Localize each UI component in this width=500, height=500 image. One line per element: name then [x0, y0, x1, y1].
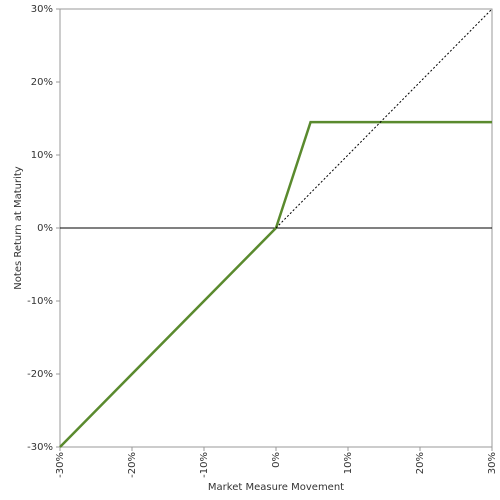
payoff-line	[59, 120, 492, 448]
x-tick-label: -10%	[199, 452, 210, 478]
x-tick-label: 30%	[487, 452, 498, 474]
y-tick-label: -30%	[27, 442, 53, 453]
x-tick-label: 0%	[271, 452, 282, 468]
y-tick-label: -20%	[27, 369, 53, 380]
y-tick-label: 0%	[37, 223, 53, 234]
y-axis-label: Notes Return at Maturity	[13, 166, 24, 289]
x-tick-label: -20%	[127, 452, 138, 478]
y-tick-label: 10%	[31, 150, 53, 161]
y-tick-label: -10%	[27, 296, 53, 307]
reference-line	[275, 8, 493, 229]
y-tick-label: 20%	[31, 77, 53, 88]
y-tick-label: 30%	[31, 4, 53, 15]
x-tick-label: 20%	[415, 452, 426, 474]
x-tick-label: -30%	[55, 452, 66, 478]
x-axis-label: Market Measure Movement	[208, 482, 344, 493]
x-tick-label: 10%	[343, 452, 354, 474]
